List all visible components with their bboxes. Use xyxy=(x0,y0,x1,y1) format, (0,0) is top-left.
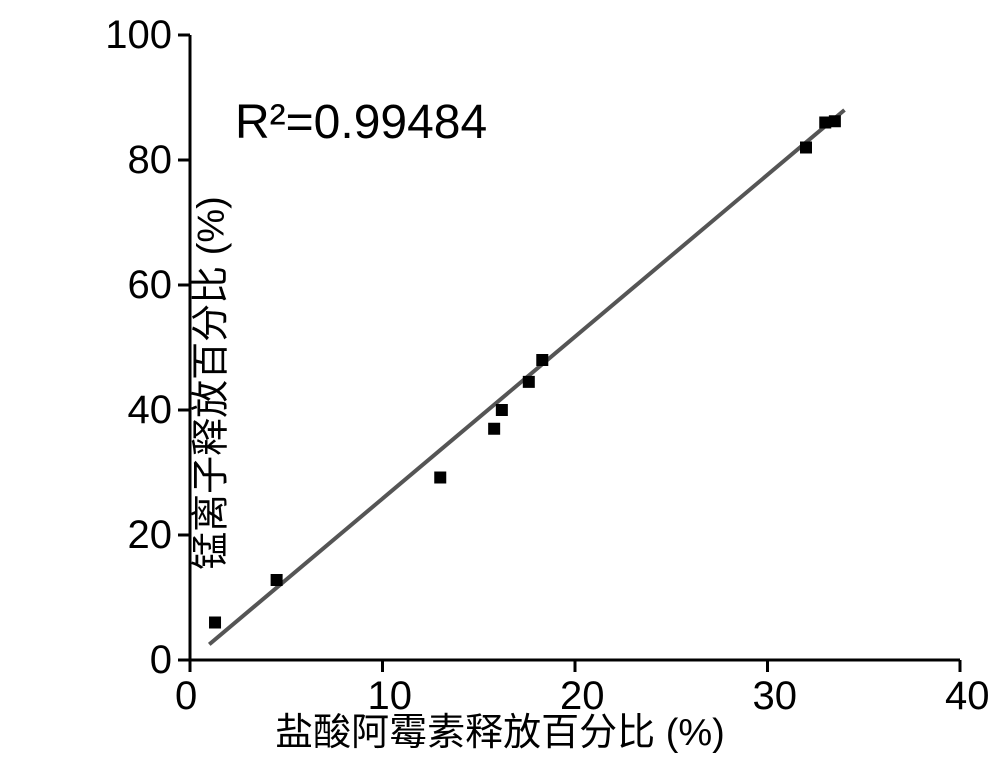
x-tick-label: 40 xyxy=(945,674,990,719)
y-tick-label: 80 xyxy=(128,138,173,183)
y-tick-label: 20 xyxy=(128,513,173,558)
y-tick-label: 100 xyxy=(105,13,172,58)
y-tick-label: 40 xyxy=(128,388,173,433)
y-tick-label: 60 xyxy=(128,263,173,308)
r-squared-annotation: R²=0.99484 xyxy=(235,95,487,150)
x-tick-label: 10 xyxy=(368,674,413,719)
x-axis-label: 盐酸阿霉素释放百分比 (%) xyxy=(275,701,725,756)
y-axis-label: 锰离子释放百分比 (%) xyxy=(179,196,234,570)
y-tick-label: 0 xyxy=(150,638,172,683)
x-tick-label: 30 xyxy=(753,674,798,719)
x-tick-label: 20 xyxy=(560,674,605,719)
scatter-chart: R²=0.99484 锰离子释放百分比 (%) 盐酸阿霉素释放百分比 (%) 0… xyxy=(0,0,1000,766)
x-tick-label: 0 xyxy=(175,674,197,719)
